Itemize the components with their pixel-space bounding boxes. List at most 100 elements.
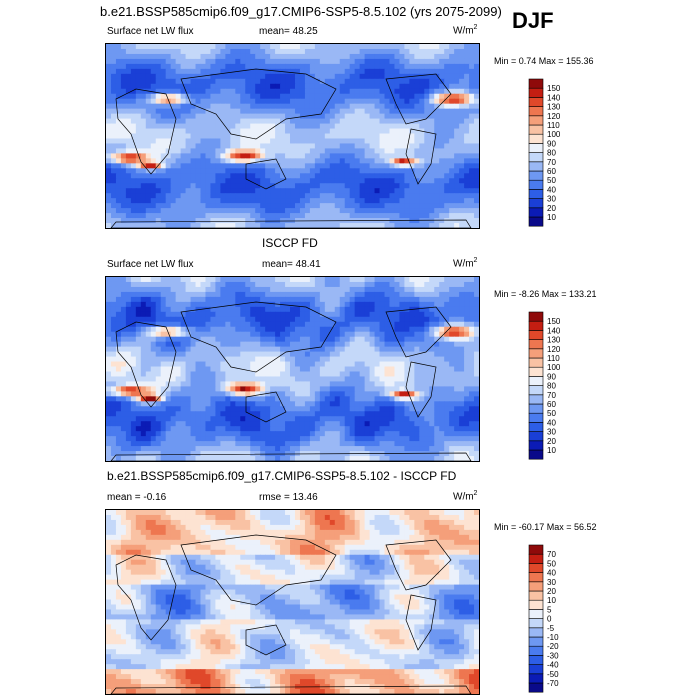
contour-cell bbox=[170, 78, 177, 85]
contour-cell bbox=[404, 291, 410, 298]
contour-cell bbox=[394, 321, 401, 328]
contour-cell bbox=[135, 361, 142, 368]
contour-cell bbox=[434, 416, 440, 422]
contour-cell bbox=[170, 416, 177, 422]
contour-cell bbox=[280, 88, 286, 95]
contour-cell bbox=[449, 213, 455, 219]
contour-cell bbox=[339, 213, 346, 219]
contour-cell bbox=[449, 148, 455, 154]
contour-cell bbox=[369, 128, 376, 135]
contour-cell bbox=[135, 311, 142, 318]
contour-cell bbox=[389, 133, 396, 140]
contour-cell bbox=[145, 93, 152, 100]
contour-cell bbox=[434, 316, 440, 323]
contour-cell bbox=[245, 178, 251, 184]
contour-cell bbox=[454, 291, 460, 298]
contour-cell bbox=[290, 223, 296, 228]
contour-cell bbox=[459, 326, 465, 333]
contour-cell bbox=[374, 381, 381, 387]
contour-cell bbox=[165, 188, 172, 194]
contour-cell bbox=[110, 73, 117, 80]
contour-cell bbox=[215, 133, 221, 140]
contour-cell bbox=[334, 326, 341, 333]
contour-cell bbox=[394, 48, 401, 55]
contour-cell bbox=[399, 138, 405, 145]
contour-cell bbox=[130, 158, 137, 164]
contour-cell bbox=[314, 361, 321, 368]
contour-cell bbox=[215, 153, 221, 159]
contour-cell bbox=[170, 336, 177, 343]
contour-cell bbox=[250, 143, 256, 150]
contour-cell bbox=[170, 168, 177, 174]
contour-cell bbox=[384, 123, 391, 130]
contour-cell bbox=[294, 133, 301, 140]
contour-cell bbox=[145, 356, 152, 363]
contour-cell bbox=[200, 406, 207, 412]
contour-cell bbox=[230, 411, 236, 417]
contour-cell bbox=[280, 53, 286, 60]
contour-cell bbox=[255, 281, 261, 288]
contour-cell bbox=[140, 193, 147, 199]
contour-cell bbox=[384, 223, 391, 228]
contour-cell bbox=[304, 78, 311, 85]
contour-cell bbox=[464, 93, 470, 100]
contour-cell bbox=[439, 291, 445, 298]
contour-cell bbox=[334, 173, 341, 179]
contour-cell bbox=[359, 98, 366, 105]
contour-cell bbox=[130, 306, 137, 313]
contour-cell bbox=[270, 223, 276, 228]
contour-cell bbox=[354, 48, 361, 55]
contour-cell bbox=[329, 58, 336, 65]
contour-cell bbox=[409, 371, 415, 378]
contour-cell bbox=[344, 128, 351, 135]
contour-cell bbox=[135, 48, 142, 55]
contour-cell bbox=[260, 68, 266, 75]
contour-cell bbox=[424, 326, 430, 333]
contour-cell bbox=[364, 311, 371, 318]
contour-cell bbox=[449, 48, 455, 55]
contour-cell bbox=[354, 113, 361, 120]
contour-cell bbox=[459, 98, 465, 105]
contour-cell bbox=[200, 63, 207, 70]
colorbar-box bbox=[528, 124, 544, 135]
contour-cell bbox=[329, 103, 336, 110]
contour-cell bbox=[439, 108, 445, 115]
contour-cell bbox=[414, 277, 420, 283]
contour-cell bbox=[180, 68, 187, 75]
contour-cell bbox=[170, 178, 177, 184]
contour-cell bbox=[175, 356, 182, 363]
contour-cell bbox=[290, 277, 296, 283]
contour-cell bbox=[245, 366, 251, 373]
contour-cell bbox=[205, 53, 212, 60]
contour-cell bbox=[319, 48, 326, 55]
contour-cell bbox=[265, 163, 271, 169]
contour-cell bbox=[329, 321, 336, 328]
contour-cell bbox=[444, 401, 450, 407]
contour-cell bbox=[150, 143, 157, 150]
contour-cell bbox=[309, 148, 316, 154]
contour-cell bbox=[389, 361, 396, 368]
contour-cell bbox=[309, 48, 316, 55]
contour-cell bbox=[414, 58, 420, 65]
contour-cell bbox=[205, 138, 212, 145]
contour-cell bbox=[260, 168, 266, 174]
contour-cell bbox=[334, 63, 341, 70]
contour-cell bbox=[195, 163, 202, 169]
contour-cell bbox=[210, 108, 217, 115]
contour-cell bbox=[299, 153, 306, 159]
contour-cell bbox=[309, 351, 316, 358]
contour-cell bbox=[130, 68, 137, 75]
contour-cell bbox=[265, 396, 271, 402]
contour-cell bbox=[200, 173, 207, 179]
contour-cell bbox=[319, 193, 326, 199]
contour-cell bbox=[394, 213, 401, 219]
contour-cell bbox=[319, 118, 326, 125]
contour-cell bbox=[285, 193, 291, 199]
contour-cell bbox=[250, 48, 256, 55]
contour-cell bbox=[339, 44, 346, 50]
contour-cell bbox=[384, 73, 391, 80]
contour-cell bbox=[314, 53, 321, 60]
contour-cell bbox=[160, 193, 167, 199]
contour-cell bbox=[245, 301, 251, 308]
contour-cell bbox=[215, 128, 221, 135]
